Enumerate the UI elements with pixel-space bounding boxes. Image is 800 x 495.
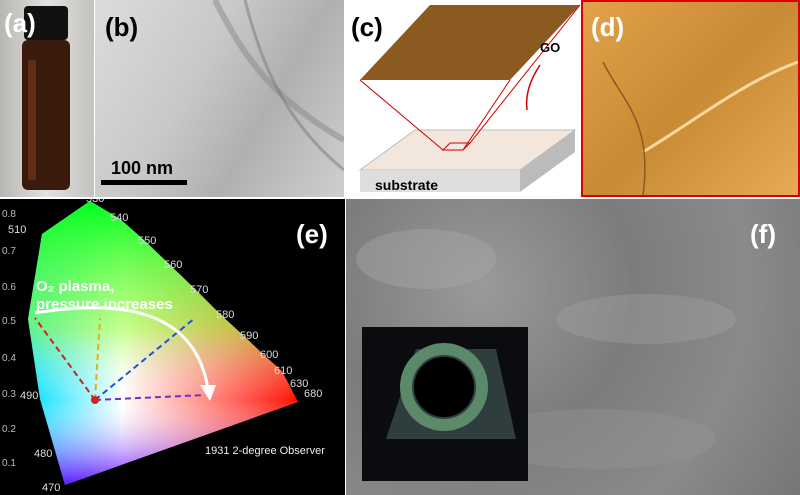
wavelength: 570 — [190, 284, 208, 296]
wavelength: 480 — [34, 448, 52, 460]
wrinkle — [642, 60, 798, 154]
panel-a: (a) — [0, 0, 94, 197]
wavelength: 590 — [240, 330, 258, 342]
wavelength: 610 — [274, 365, 292, 377]
panel-e: 530 540 550 560 570 580 590 600 610 630 … — [0, 199, 345, 495]
panel-label: (d) — [591, 12, 625, 42]
go-arrow — [525, 64, 541, 111]
vial-cap — [24, 6, 68, 40]
texture — [356, 229, 496, 289]
vial — [22, 6, 70, 190]
sem-image — [356, 229, 736, 481]
wrinkle — [602, 61, 646, 195]
wavelength: 540 — [110, 212, 128, 224]
inset-disc — [414, 357, 474, 417]
dashed-line — [94, 317, 196, 401]
zoom-line — [359, 79, 444, 151]
wavelength: 680 — [304, 388, 322, 400]
panel-c: GO substrate (c) — [345, 0, 580, 197]
substrate-side — [520, 130, 575, 192]
wavelength: 530 — [86, 199, 104, 205]
axis-tick: 0.6 — [2, 282, 16, 293]
annotation: pressure increases — [36, 296, 173, 313]
wavelength: 580 — [216, 309, 234, 321]
texture — [556, 294, 736, 344]
dashed-line — [94, 317, 101, 401]
panel-label: (e) — [296, 219, 328, 249]
axis-tick: 0.1 — [2, 458, 16, 469]
panel-label: (a) — [4, 8, 36, 38]
axis-tick: 0.4 — [2, 353, 16, 364]
panel-label: (f) — [750, 219, 776, 249]
axis-tick: 0.3 — [2, 389, 16, 400]
wavelength: 470 — [42, 482, 60, 494]
sheet-edge — [243, 0, 344, 172]
texture — [476, 409, 716, 469]
wavelength: 560 — [164, 259, 182, 271]
annotation: O₂ plasma, — [36, 278, 114, 295]
zoom-line — [462, 79, 511, 151]
axis-tick: 0.8 — [2, 209, 16, 220]
wavelength: 510 — [8, 224, 26, 236]
go-label: GO — [540, 40, 560, 55]
panel-d: (d) — [581, 0, 800, 197]
axis-tick: 0.2 — [2, 424, 16, 435]
wavelength: 550 — [138, 235, 156, 247]
arrow — [34, 306, 210, 390]
tem-image — [101, 0, 344, 185]
dashed-line — [94, 394, 206, 401]
dashed-line — [34, 317, 96, 401]
wavelength: 600 — [260, 349, 278, 361]
panel-f: (f) — [346, 199, 800, 495]
scale-bar — [101, 180, 187, 185]
panel-label: (c) — [351, 12, 383, 42]
axis-tick: 0.7 — [2, 246, 16, 257]
gamut-shade — [28, 201, 298, 485]
panel-label: (b) — [105, 12, 139, 42]
substrate-front — [360, 170, 520, 192]
scale-bar-label: 100 nm — [111, 158, 174, 178]
afm-inset — [360, 5, 580, 80]
axis-tick: 0.5 — [2, 316, 16, 327]
sheet-edge — [212, 0, 344, 143]
origin-point — [91, 396, 99, 404]
wavelength: 490 — [20, 390, 38, 402]
substrate-label: substrate — [375, 177, 438, 193]
cie-diagram: 530 540 550 560 570 580 590 600 610 630 … — [2, 199, 325, 494]
inset-ring — [400, 343, 488, 431]
observer-label: 1931 2-degree Observer — [205, 445, 325, 457]
panel-b: (b) 100 nm — [95, 0, 344, 197]
wavelength: 630 — [290, 378, 308, 390]
zoom-line — [469, 4, 580, 144]
afm-image — [602, 60, 798, 195]
vial-glare — [28, 60, 36, 180]
schematic: GO substrate — [358, 4, 580, 193]
arrowhead — [200, 385, 216, 401]
